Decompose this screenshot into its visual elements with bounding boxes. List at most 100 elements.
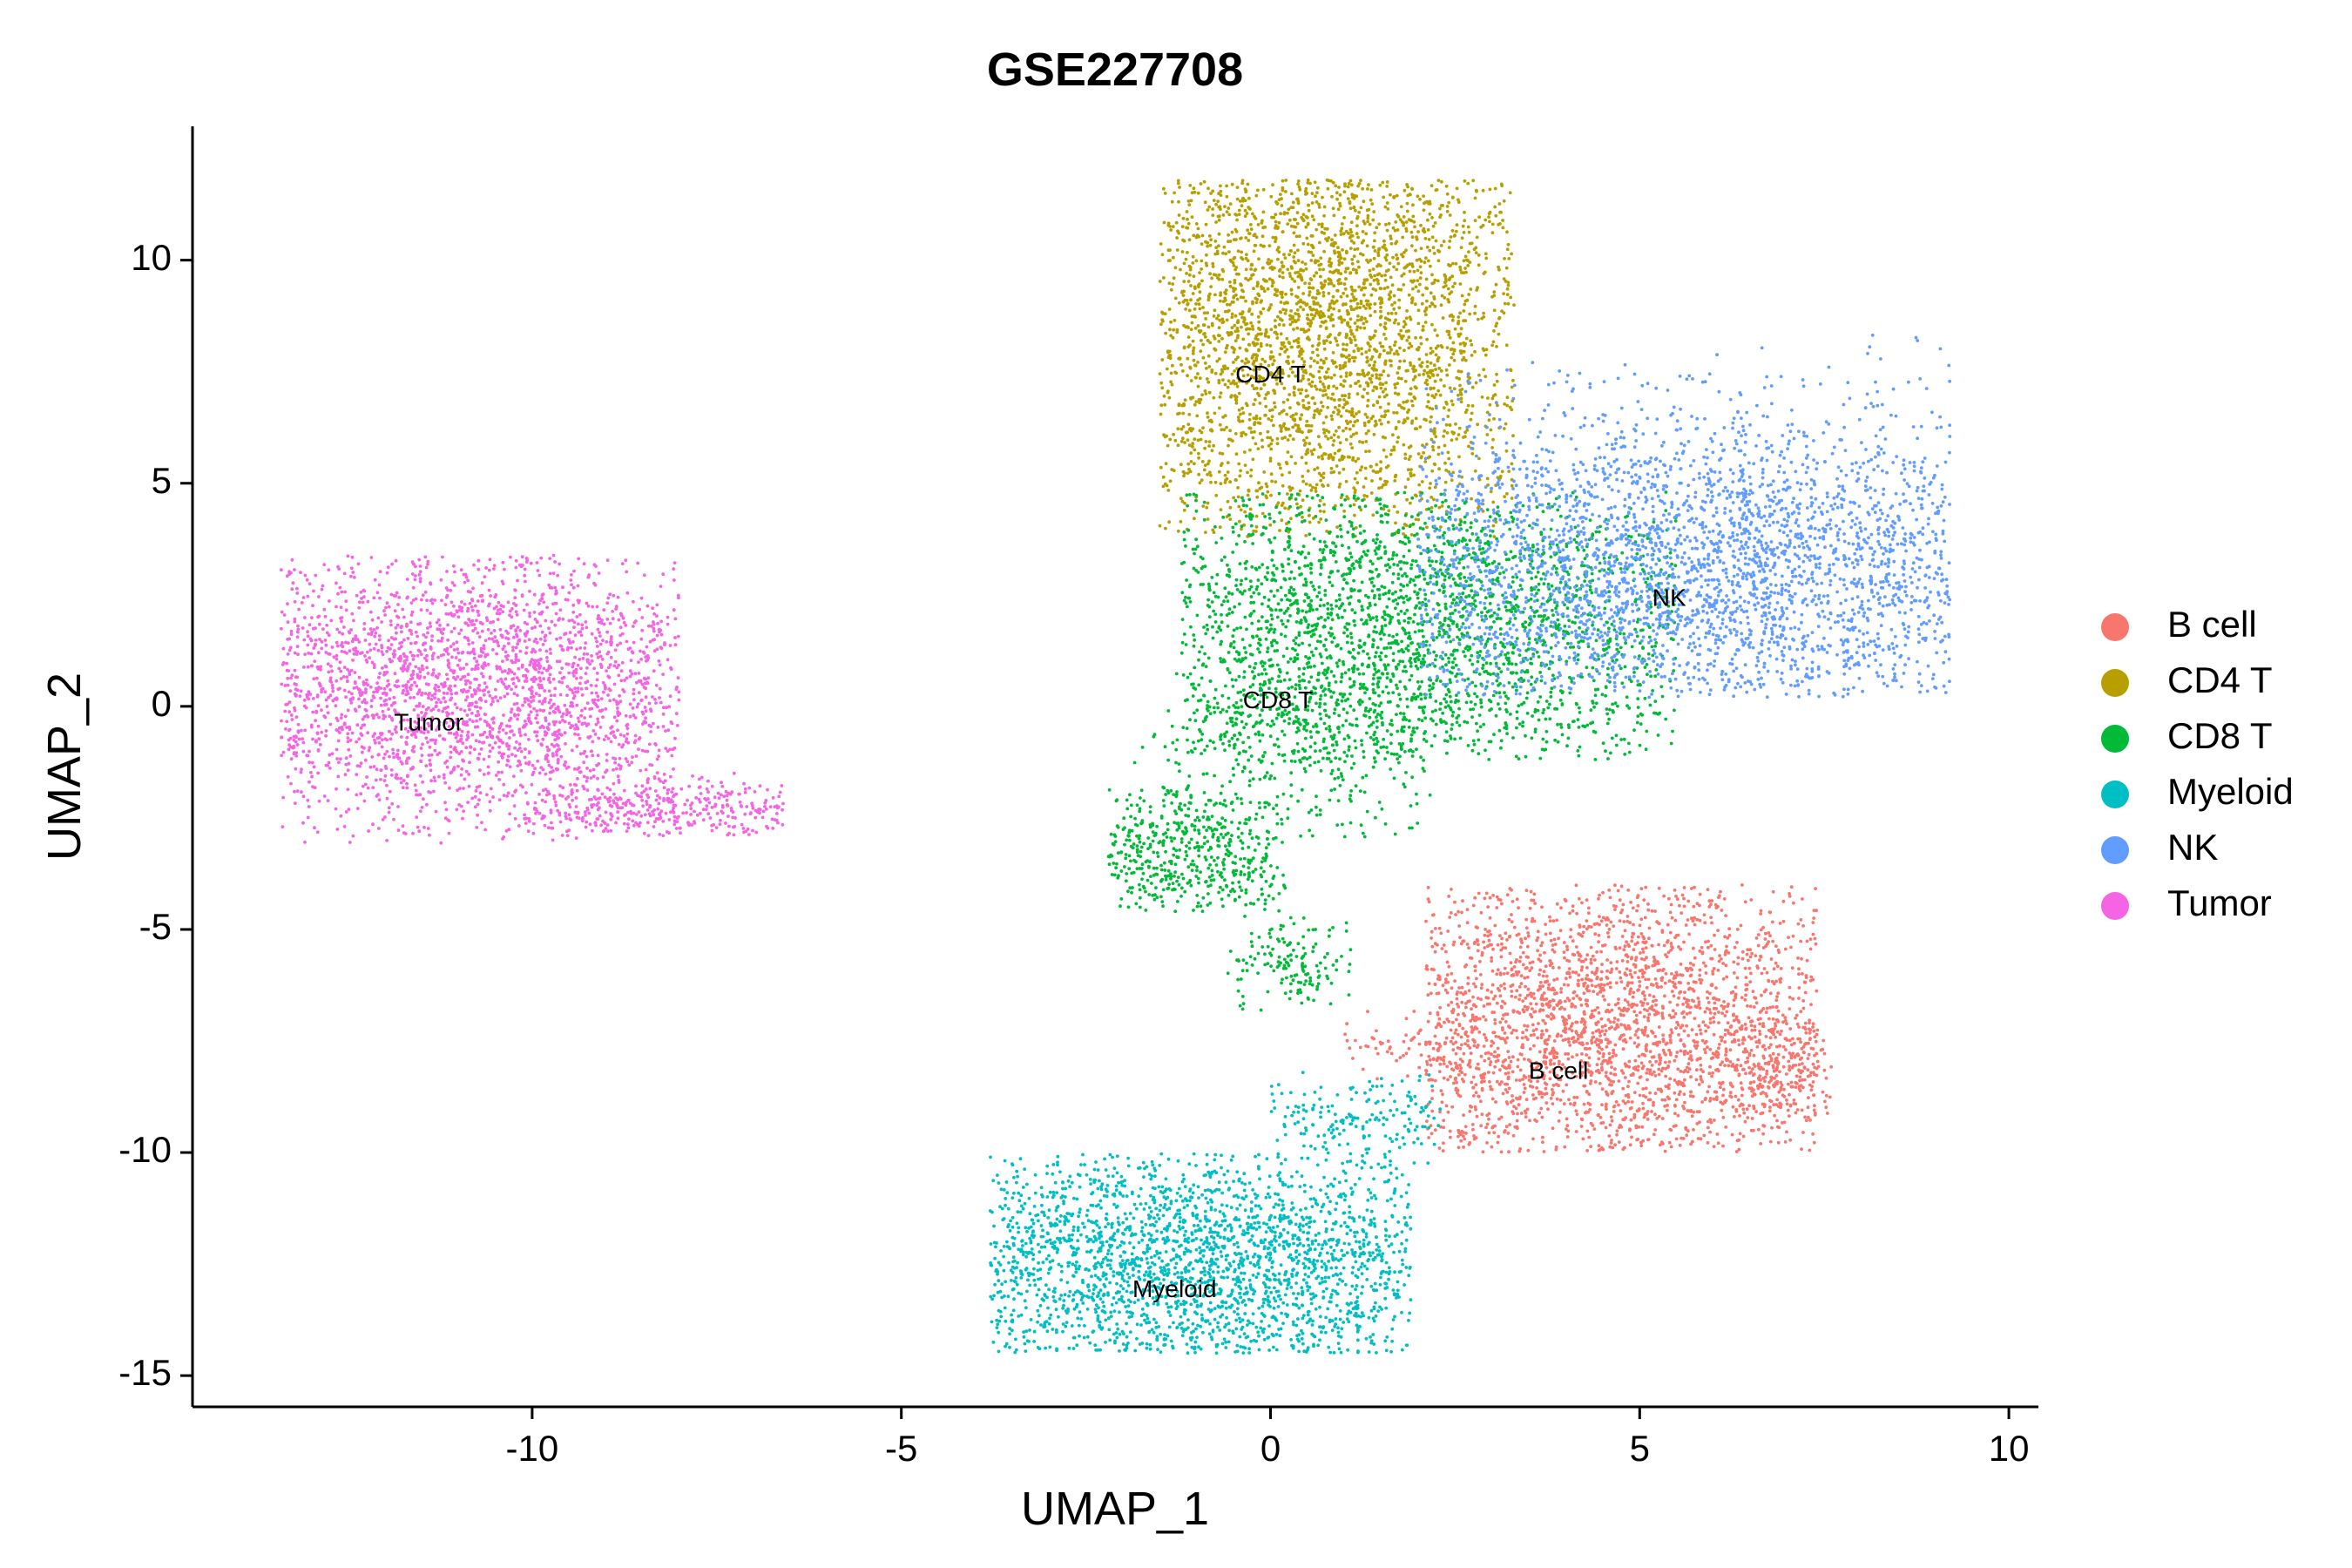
data-point bbox=[1170, 199, 1174, 204]
data-point bbox=[1172, 276, 1176, 280]
data-point bbox=[1650, 1110, 1653, 1113]
data-point bbox=[1203, 335, 1207, 339]
data-point bbox=[1505, 938, 1509, 942]
data-point bbox=[1365, 494, 1369, 498]
data-point bbox=[1643, 997, 1647, 1001]
data-point bbox=[1440, 294, 1444, 298]
data-point bbox=[1512, 925, 1517, 929]
data-point bbox=[1468, 956, 1472, 960]
data-point bbox=[1417, 1065, 1422, 1070]
data-point bbox=[1495, 379, 1499, 383]
data-point bbox=[1289, 206, 1294, 210]
data-point bbox=[1599, 977, 1604, 981]
data-point bbox=[1555, 1055, 1558, 1059]
data-point bbox=[1720, 1108, 1724, 1112]
data-point bbox=[1537, 1064, 1540, 1068]
data-point bbox=[1317, 520, 1321, 524]
data-point bbox=[1813, 1104, 1816, 1108]
data-point bbox=[1454, 1061, 1457, 1065]
data-point bbox=[1368, 348, 1371, 352]
data-point bbox=[1723, 935, 1727, 939]
data-point bbox=[1716, 1052, 1720, 1057]
data-point bbox=[1672, 1125, 1676, 1128]
data-point bbox=[1327, 430, 1331, 434]
data-point bbox=[1206, 472, 1209, 476]
data-point bbox=[1544, 1086, 1548, 1091]
data-point bbox=[1318, 380, 1322, 383]
data-point bbox=[1732, 971, 1736, 975]
data-point bbox=[1803, 1115, 1807, 1119]
data-point bbox=[1463, 302, 1467, 307]
data-point bbox=[1186, 345, 1191, 348]
data-point bbox=[1684, 923, 1688, 927]
data-point bbox=[1599, 1040, 1603, 1044]
data-point bbox=[1310, 214, 1315, 219]
data-point bbox=[1811, 921, 1815, 924]
data-point bbox=[1752, 1105, 1756, 1109]
data-point bbox=[1371, 218, 1375, 222]
data-point bbox=[1682, 904, 1686, 909]
data-point bbox=[1731, 1085, 1734, 1089]
data-point bbox=[1686, 969, 1689, 973]
data-point bbox=[1291, 437, 1295, 442]
data-point bbox=[1232, 350, 1236, 355]
data-point bbox=[1326, 436, 1330, 441]
data-point bbox=[1239, 282, 1242, 286]
data-point bbox=[1585, 987, 1589, 990]
data-point bbox=[1332, 307, 1335, 311]
data-point bbox=[1646, 902, 1650, 906]
data-point bbox=[1247, 232, 1251, 235]
data-point bbox=[1344, 479, 1348, 483]
data-point bbox=[1822, 1068, 1827, 1072]
data-point bbox=[1708, 1010, 1713, 1015]
data-point bbox=[1178, 357, 1182, 361]
data-point bbox=[1657, 1053, 1661, 1057]
data-point bbox=[1396, 510, 1400, 514]
data-point bbox=[1198, 307, 1202, 311]
data-point bbox=[1717, 1010, 1720, 1014]
data-point bbox=[1746, 1056, 1749, 1060]
data-point bbox=[1436, 1049, 1440, 1052]
data-point bbox=[1585, 998, 1590, 1003]
data-point bbox=[1518, 1147, 1522, 1151]
data-point bbox=[1552, 937, 1557, 942]
data-point bbox=[1667, 896, 1671, 901]
data-point bbox=[1528, 961, 1532, 965]
data-point bbox=[1384, 381, 1388, 385]
data-point bbox=[1337, 278, 1342, 281]
data-point bbox=[1511, 1070, 1515, 1074]
data-point bbox=[1269, 350, 1274, 354]
data-point bbox=[1612, 1017, 1617, 1020]
data-point bbox=[1585, 966, 1589, 970]
data-point bbox=[1736, 1038, 1740, 1042]
data-point bbox=[1579, 1042, 1583, 1045]
data-point bbox=[1572, 1101, 1577, 1105]
data-point bbox=[1449, 911, 1453, 915]
data-point bbox=[1357, 409, 1361, 414]
data-point bbox=[1495, 1001, 1499, 1005]
data-point bbox=[1552, 950, 1557, 954]
data-point bbox=[1230, 230, 1234, 234]
data-point bbox=[1659, 985, 1663, 989]
data-point bbox=[1439, 378, 1443, 382]
data-point bbox=[1525, 944, 1530, 949]
data-point bbox=[1389, 234, 1393, 238]
data-point bbox=[1480, 1112, 1484, 1117]
data-point bbox=[1828, 1095, 1832, 1099]
data-point bbox=[1323, 375, 1327, 379]
data-point bbox=[1597, 1112, 1600, 1117]
data-point bbox=[1437, 366, 1442, 370]
data-point bbox=[1480, 953, 1484, 957]
data-point bbox=[1181, 216, 1186, 220]
data-point bbox=[1257, 394, 1261, 397]
data-point bbox=[1381, 345, 1385, 348]
data-point bbox=[1725, 944, 1728, 949]
data-point bbox=[1176, 427, 1180, 431]
data-point bbox=[1759, 1112, 1763, 1116]
data-point bbox=[1390, 303, 1394, 307]
data-point bbox=[1618, 898, 1622, 902]
data-point bbox=[1652, 959, 1656, 963]
data-point bbox=[1491, 894, 1495, 897]
data-point bbox=[1511, 1094, 1514, 1098]
data-point bbox=[1520, 1036, 1524, 1040]
